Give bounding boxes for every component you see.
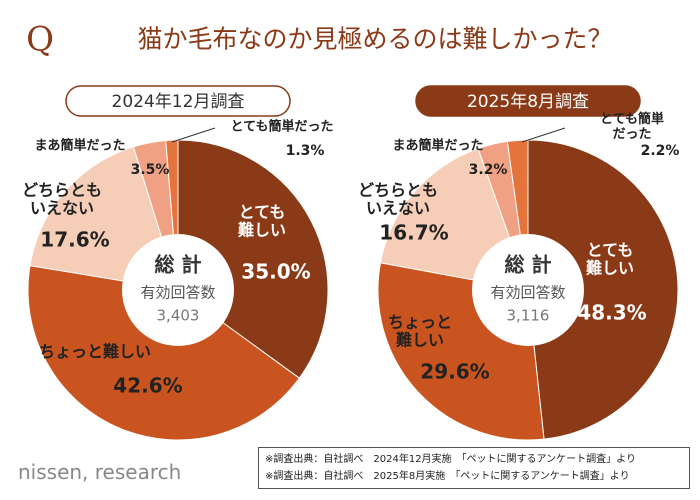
title-pill (415, 85, 641, 117)
notes: ※調査出典：自社調べ 2024年12月実施 「ペットに関するアンケート調査」より… (258, 447, 690, 489)
logo: nissen, research (18, 460, 182, 484)
value-label: 35.0% (241, 259, 311, 284)
center-value: 3,403 (157, 307, 200, 325)
leader-line (171, 127, 216, 143)
pie-slice (527, 139, 679, 440)
value-label: 17.6% (40, 227, 110, 252)
slice-label: まあ簡単だった (34, 138, 126, 154)
value-label: 1.3% (285, 142, 325, 159)
center-value: 3,116 (507, 307, 550, 325)
title-pill (65, 85, 291, 117)
value-label: 16.7% (379, 220, 449, 245)
value-label: 48.3% (577, 300, 647, 325)
slice-label: まあ簡単だった (392, 138, 484, 154)
chart-title: 2025年8月調査 (467, 92, 589, 112)
slice-label: どちらとも いえない (21, 180, 103, 218)
pie-slice (177, 139, 329, 379)
center-label: 有効回答数 (490, 284, 565, 302)
slice-label: とても簡単だった (600, 112, 664, 142)
leader-line (521, 127, 566, 143)
center-title: 総 計 (155, 253, 202, 277)
value-label: 3.5% (130, 161, 170, 178)
note: ※調査出典：自社調べ 2025年8月実施 「ペットに関するアンケート調査」より (265, 471, 630, 482)
value-label: 29.6% (420, 359, 490, 384)
slice-label: とても簡単だった (230, 119, 334, 135)
value-label: 3.2% (468, 161, 508, 178)
center-hole (472, 234, 584, 346)
center-hole (122, 234, 234, 346)
slice-label: とても 難しい (237, 202, 287, 240)
chart-title: 2024年12月調査 (112, 92, 245, 112)
slice-label: ちょっと 難しい (387, 312, 453, 350)
note: ※調査出典：自社調べ 2024年12月実施 「ペットに関するアンケート調査」より (265, 454, 636, 465)
q-mark: Q (26, 19, 54, 60)
slice-label: どちらとも いえない (357, 180, 439, 218)
center-label: 有効回答数 (140, 284, 215, 302)
center-title: 総 計 (505, 253, 552, 277)
pie-slice (27, 265, 301, 441)
slice-label: ちょっと難しい (38, 341, 152, 361)
value-label: 42.6% (113, 373, 183, 398)
slice-label: とても 難しい (585, 240, 635, 278)
page-title: 猫か毛布なのか見極めるのは難しかった？ (137, 24, 613, 54)
value-label: 2.2% (640, 142, 680, 159)
